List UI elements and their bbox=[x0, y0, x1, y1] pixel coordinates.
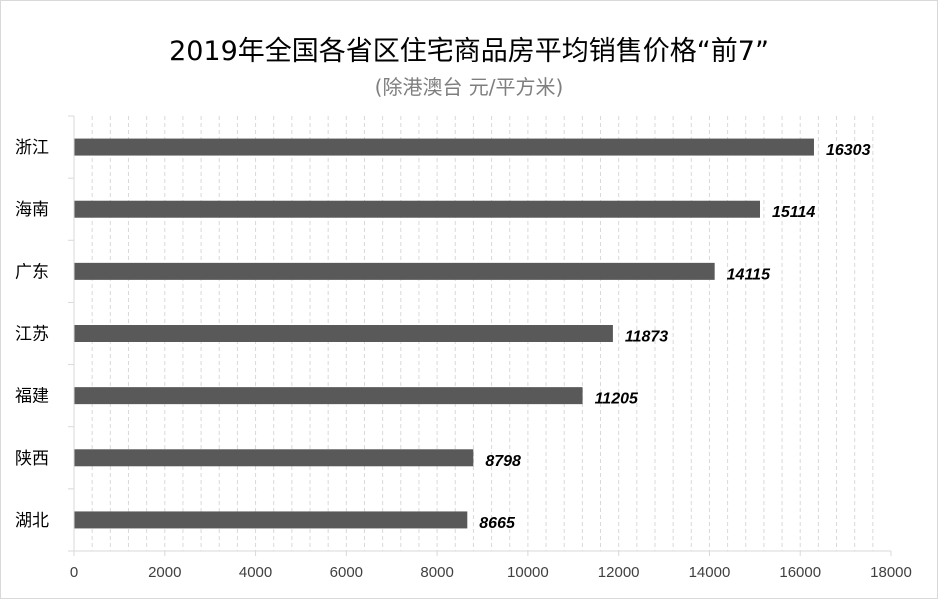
bar bbox=[74, 200, 761, 218]
bar bbox=[74, 325, 613, 342]
x-tick-label: 10000 bbox=[507, 564, 549, 581]
x-tick-label: 18000 bbox=[870, 564, 912, 581]
category-label: 广东 bbox=[15, 262, 49, 282]
x-tick-label: 4000 bbox=[239, 564, 272, 581]
x-tick-label: 8000 bbox=[420, 564, 453, 581]
bar bbox=[74, 138, 814, 156]
bar bbox=[74, 511, 468, 529]
bar bbox=[74, 449, 474, 467]
x-tick-label: 0 bbox=[70, 564, 78, 581]
chart-subtitle: (除港澳台 元/平方米) bbox=[374, 75, 564, 99]
category-label: 海南 bbox=[15, 200, 49, 220]
category-label: 陕西 bbox=[15, 449, 49, 469]
value-label: 8798 bbox=[485, 453, 521, 470]
value-label: 16303 bbox=[826, 142, 871, 159]
value-label: 11205 bbox=[595, 391, 639, 408]
value-label: 8665 bbox=[479, 515, 516, 532]
x-tick-label: 14000 bbox=[689, 564, 731, 581]
category-label: 浙江 bbox=[15, 138, 49, 158]
x-tick-label: 2000 bbox=[148, 564, 181, 581]
chart-title: 2019年全国各省区住宅商品房平均销售价格“前7” bbox=[169, 36, 769, 67]
x-tick-label: 12000 bbox=[598, 564, 640, 581]
bars: 16303 15114 14115 11873 11205 8798 8665 bbox=[74, 138, 871, 532]
value-label: 14115 bbox=[727, 266, 771, 283]
bar bbox=[74, 262, 715, 280]
x-tick-label: 16000 bbox=[779, 564, 821, 581]
x-tick-label: 6000 bbox=[330, 564, 363, 581]
value-label: 11873 bbox=[625, 329, 668, 346]
value-label: 15114 bbox=[772, 204, 815, 221]
category-label: 江苏 bbox=[15, 325, 49, 345]
bar bbox=[74, 387, 583, 405]
category-label: 福建 bbox=[15, 387, 49, 407]
axes: 0 2000 4000 6000 8000 10000 12000 14000 16000 180… bbox=[15, 115, 912, 581]
category-label: 湖北 bbox=[15, 511, 49, 531]
